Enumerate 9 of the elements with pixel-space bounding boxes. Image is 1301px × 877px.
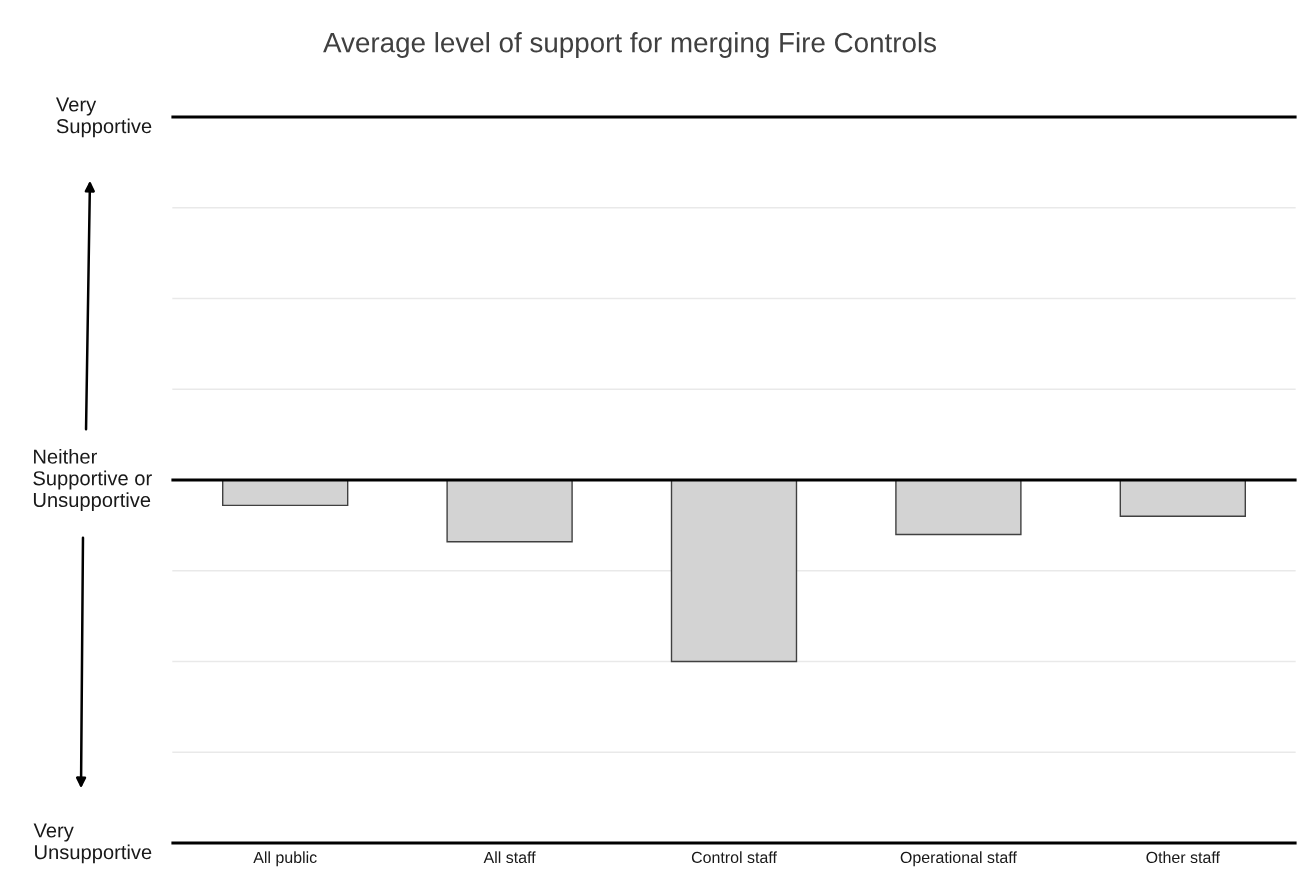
- ref-line-label: Very Supportive: [55, 97, 152, 138]
- x-tick-label: Other staff: [1146, 851, 1220, 864]
- x-tick-label: Operational staff: [900, 851, 1017, 867]
- x-tick-label: All staff: [483, 851, 536, 864]
- x-tick-label: All public: [253, 851, 317, 867]
- chart-title: Average level of support for merging Fire Controls: [323, 32, 937, 58]
- text: Very Unsupportive: [33, 823, 152, 864]
- ref-line-label: Neither Supportive or Unsupportive: [33, 448, 152, 512]
- x-tick-label: Control staff: [691, 851, 777, 864]
